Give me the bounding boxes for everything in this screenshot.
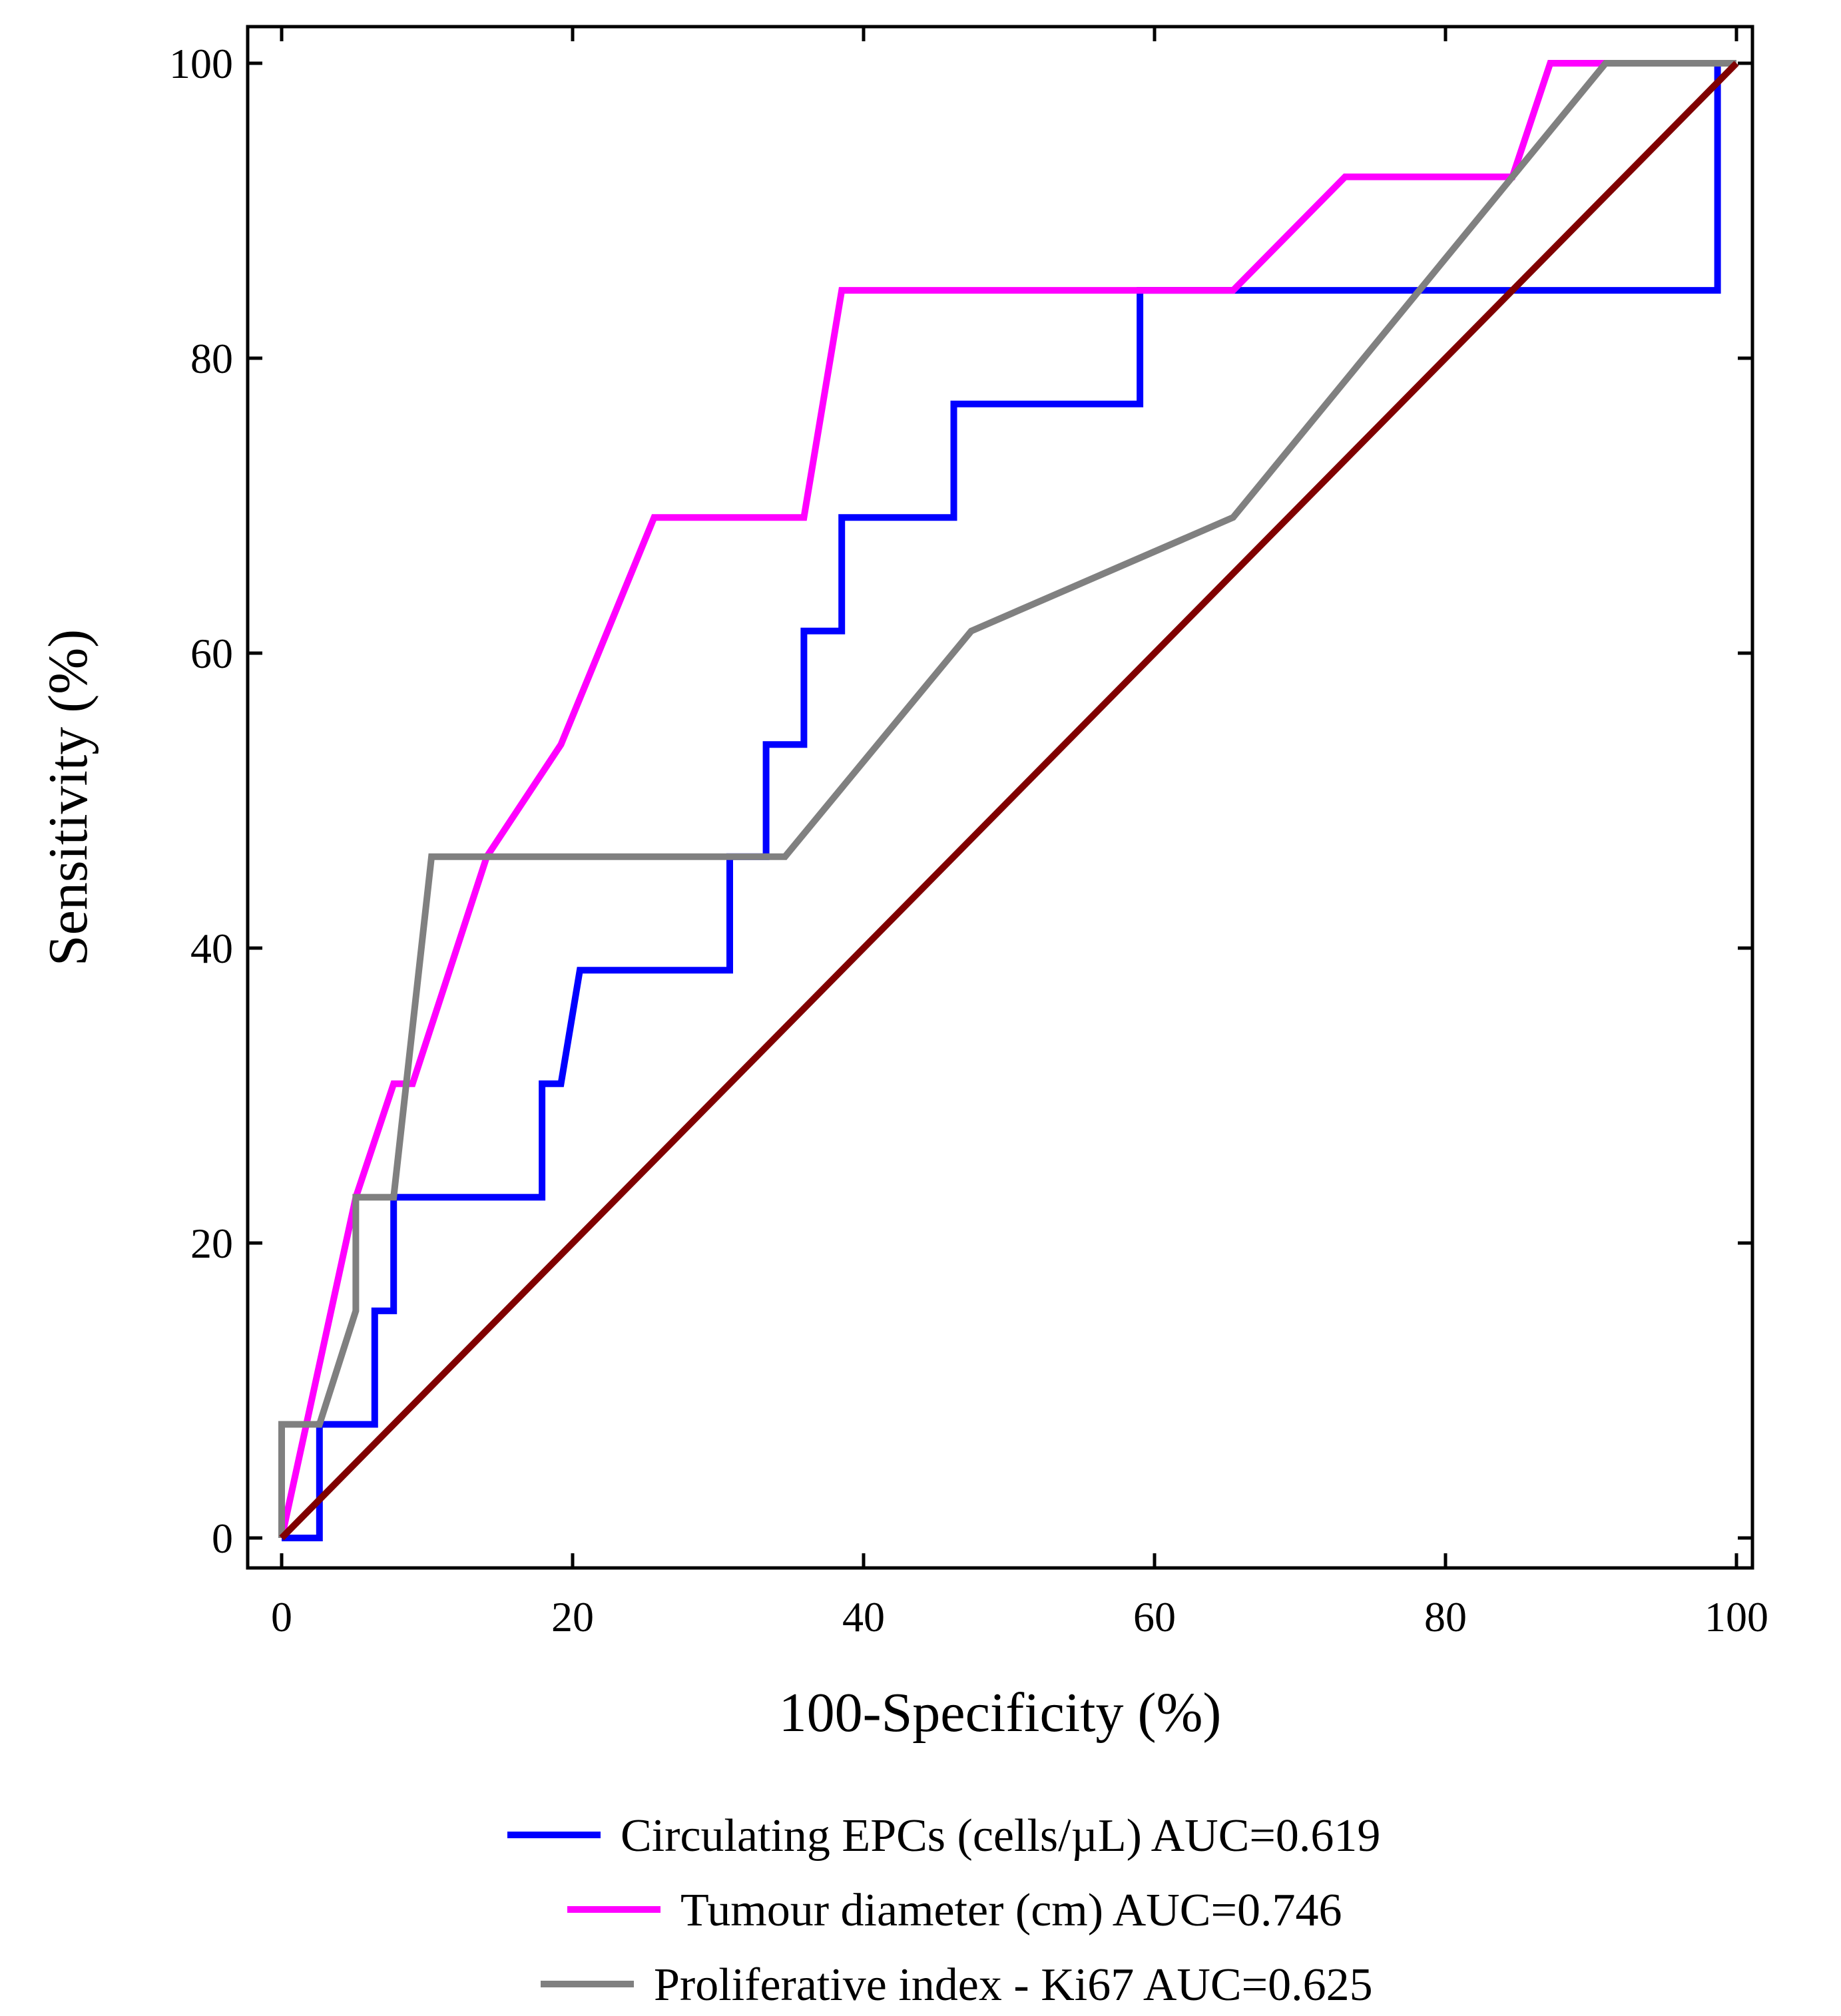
y-axis-title: Sensitivity (%) xyxy=(37,629,99,966)
y-tick-label: 20 xyxy=(190,1220,233,1267)
x-tick-label: 100 xyxy=(1705,1593,1768,1640)
tumour-diameter-roc-line xyxy=(278,60,1736,1539)
x-tick-label: 80 xyxy=(1424,1593,1467,1640)
y-tick-label: 100 xyxy=(169,40,233,87)
series-layer xyxy=(278,60,1739,1541)
axis-ticks xyxy=(248,27,1752,1568)
x-axis-title: 100-Specificity (%) xyxy=(779,1682,1222,1744)
x-tick-label: 40 xyxy=(842,1593,885,1640)
legend-label: Tumour diameter (cm) AUC=0.746 xyxy=(680,1885,1342,1936)
ki67-roc-line xyxy=(278,60,1736,1538)
x-tick-label: 60 xyxy=(1133,1593,1176,1640)
legend-label: Circulating EPCs (cells/µL) AUC=0.619 xyxy=(621,1810,1380,1862)
legend: Circulating EPCs (cells/µL) AUC=0.619 Tu… xyxy=(507,1810,1380,2011)
x-tick-label: 20 xyxy=(551,1593,594,1640)
plot-frame xyxy=(246,25,1754,1570)
y-tick-label: 0 xyxy=(212,1515,233,1562)
reference-diagonal-line xyxy=(279,61,1739,1541)
y-tick-label: 60 xyxy=(190,630,233,677)
x-tick-label: 0 xyxy=(271,1593,292,1640)
legend-label: Proliferative index - Ki67 AUC=0.625 xyxy=(654,1959,1373,2011)
y-tick-label: 80 xyxy=(190,335,233,382)
y-tick-label: 40 xyxy=(190,925,233,972)
